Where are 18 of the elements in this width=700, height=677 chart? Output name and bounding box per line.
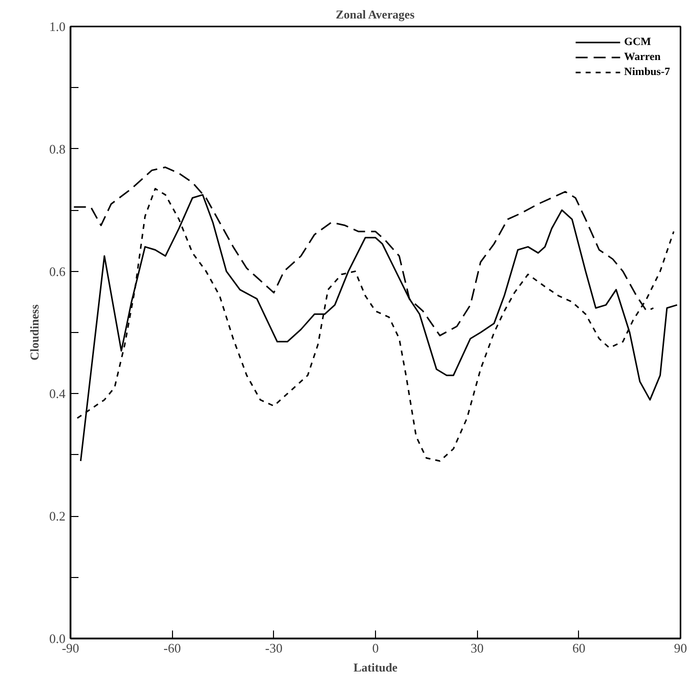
x-tick-label: 90 <box>674 640 687 656</box>
x-tick-label: 60 <box>572 640 586 656</box>
x-axis-title: Latitude <box>354 660 398 674</box>
y-tick-label: 0.8 <box>49 141 66 156</box>
y-tick-label: 0.2 <box>49 508 66 524</box>
chart-title: Zonal Averages <box>336 8 415 22</box>
x-tick-label: 30 <box>470 640 484 656</box>
x-tick-label: -60 <box>164 640 181 656</box>
legend-label: Nimbus-7 <box>624 66 670 78</box>
text: 1.0 <box>49 19 66 34</box>
y-tick-label: 0.6 <box>49 264 66 279</box>
text: 0.0 <box>49 631 66 646</box>
y-axis-title: Cloudiness <box>27 304 42 361</box>
x-tick-label: 0 <box>372 640 379 656</box>
y-tick-label: 0.4 <box>49 386 66 402</box>
legend-label: GCM <box>624 36 652 48</box>
legend-label: Warren <box>624 51 661 63</box>
x-tick-label: -30 <box>265 640 283 656</box>
